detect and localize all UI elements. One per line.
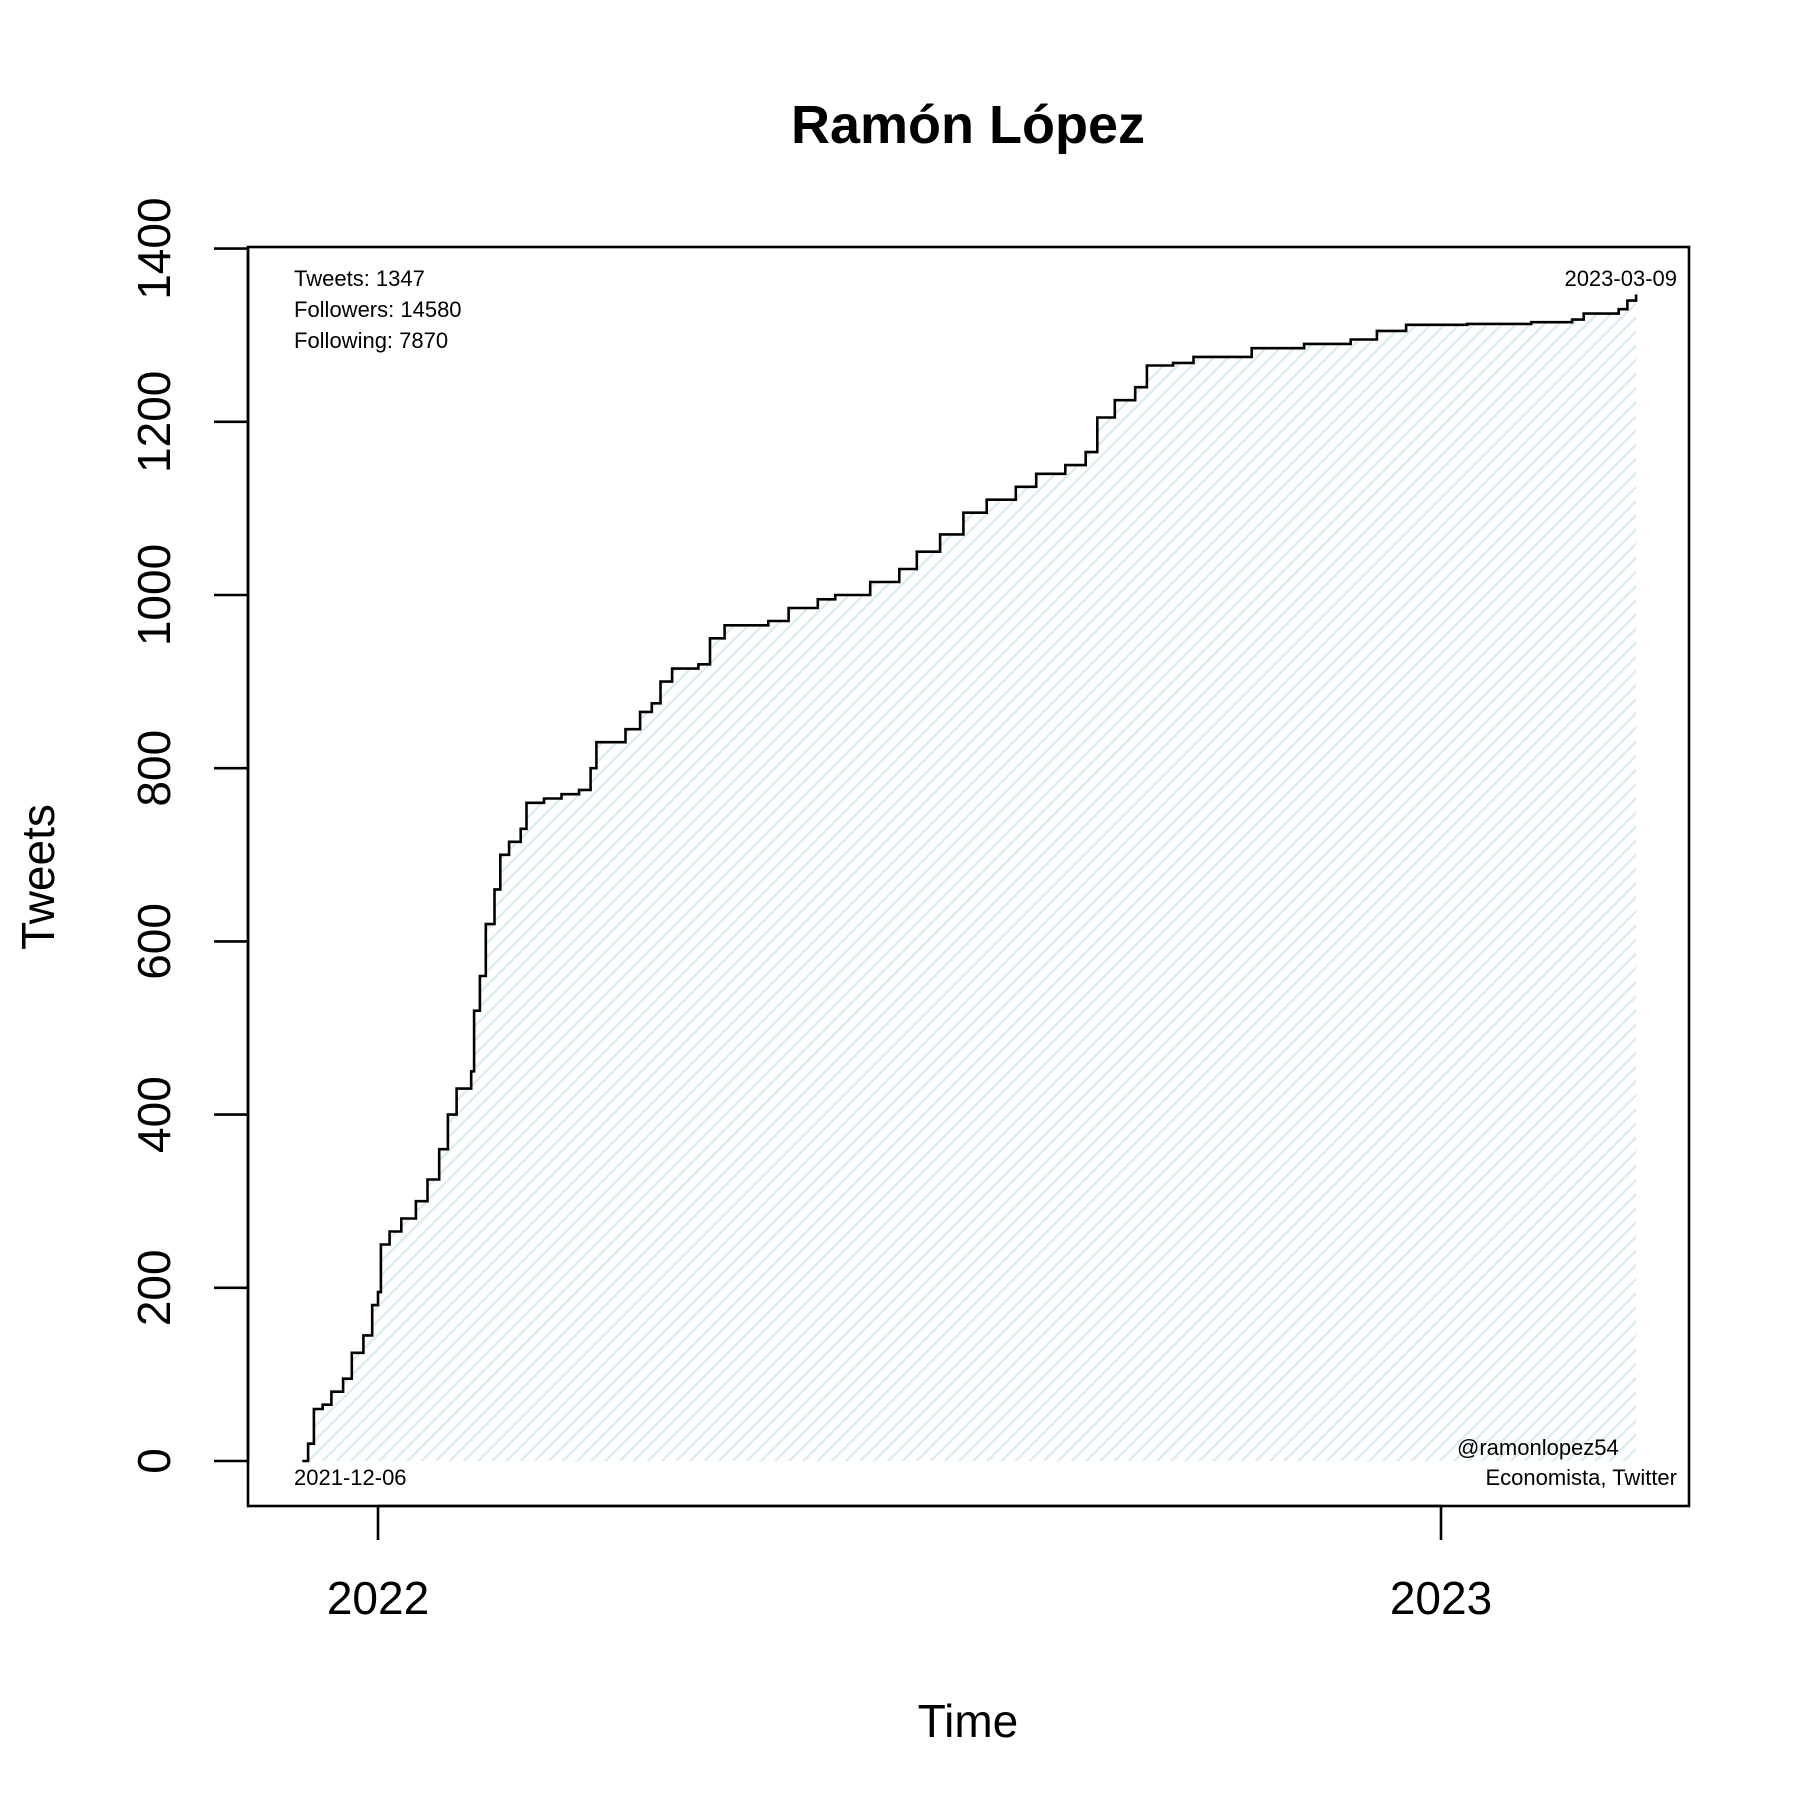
x-tick-label: 2023 [1390, 1572, 1492, 1624]
y-tick-label: 600 [128, 903, 180, 980]
y-tick-label: 1400 [128, 197, 180, 299]
y-tick-label: 1200 [128, 371, 180, 473]
y-tick-label: 400 [128, 1076, 180, 1153]
y-axis-label: Tweets [12, 804, 64, 950]
stats-followers: Followers: 14580 [294, 297, 462, 322]
y-tick-label: 200 [128, 1249, 180, 1326]
x-tick-label: 2022 [327, 1572, 429, 1624]
stats-annotation: Tweets: 1347 Followers: 14580 Following:… [294, 266, 462, 353]
x-axis: 2022 2023 [327, 1504, 1492, 1624]
y-axis: 0 200 400 600 800 1000 1200 1400 [128, 197, 250, 1474]
stats-tweets: Tweets: 1347 [294, 266, 425, 291]
end-date-label: 2023-03-09 [1564, 266, 1677, 291]
y-tick-label: 800 [128, 730, 180, 807]
chart-title: Ramón López [791, 95, 1145, 155]
stats-following: Following: 7870 [294, 328, 448, 353]
start-date-label: 2021-12-06 [294, 1465, 407, 1490]
x-axis-label: Time [918, 1695, 1019, 1747]
y-tick-label: 1000 [128, 544, 180, 646]
bio-label: Economista, Twitter [1485, 1465, 1677, 1490]
series-line [302, 294, 1638, 1463]
plot-area [302, 294, 1638, 1463]
handle-label: @ramonlopez54 [1457, 1435, 1619, 1460]
y-tick-label: 0 [128, 1448, 180, 1474]
area-fill [302, 294, 1637, 1461]
